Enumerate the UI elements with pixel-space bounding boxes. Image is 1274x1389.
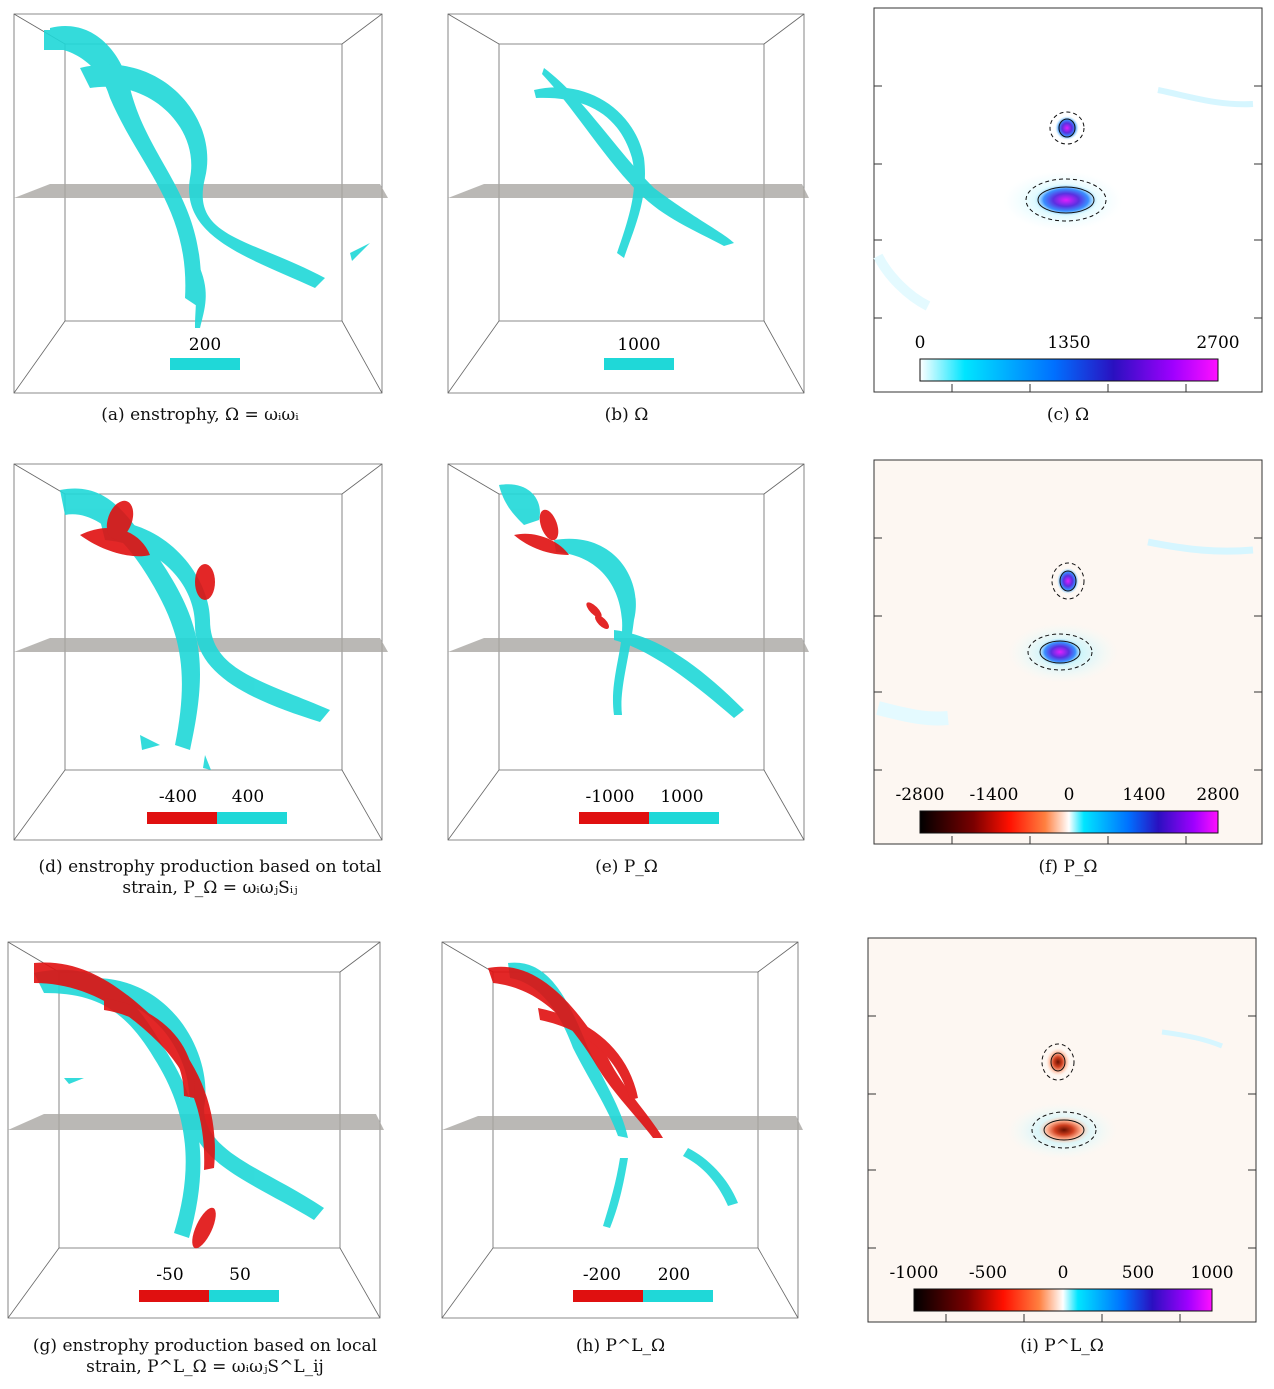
box-frame [441,941,799,1319]
colorbar-tick-label: -2800 [895,785,944,805]
scale-label: 200 [658,1265,690,1285]
box-frame [447,463,805,841]
vortex-core [1038,638,1082,666]
scale-bar [170,358,240,370]
colorbar-tick-label: 1400 [1122,785,1165,805]
scale-bar-negative [573,1290,643,1302]
vortex-core [1034,184,1098,216]
ticks [874,85,1262,392]
panel-h-production-local-strain: -200 200 [438,938,803,1323]
caption-b: (b) Ω [604,405,649,425]
scale-bar-negative [139,1290,209,1302]
scale-label: 1000 [660,787,703,807]
colorbar-tick-label: 2700 [1196,333,1239,353]
colorbar-tick-label: 1000 [1190,1263,1233,1283]
colorbar-tick-label: 500 [1122,1263,1154,1283]
scale-label: 400 [232,787,264,807]
panel-d-production-total-strain: -400 400 [10,460,390,845]
colorbar-tick-label: 0 [1058,1263,1069,1283]
scale-label: 1000 [617,335,660,355]
ticks [868,1015,1256,1322]
colorbar-tick-label: 1350 [1047,333,1090,353]
scale-bar [604,358,674,370]
vortex-core [1046,1048,1070,1076]
negative-production-regions [34,962,216,1249]
caption-f: (f) P_Ω [1038,857,1098,877]
caption-e: (e) P_Ω [595,857,658,877]
panel-e-production-total-strain: -1000 1000 [444,460,809,845]
panel-c-enstrophy-slice: 0 1350 2700 [868,6,1268,396]
colorbar-tick-label: -500 [969,1263,1007,1283]
ticks [874,537,1262,844]
panel-i-local-production-slice: -1000 -500 0 500 1000 [862,936,1262,1326]
vortex-tubes [34,969,324,1238]
caption-h: (h) P^L_Ω [575,1336,666,1356]
colorbar-tick-label: -1000 [889,1263,938,1283]
slice-plane [448,184,809,198]
colorbar [913,1288,1213,1312]
scale-label: 200 [189,335,221,355]
panel-a-enstrophy-isosurface: 200 [10,8,390,398]
scale-bar-positive [217,812,287,824]
colorbar [919,810,1219,834]
vortex-tubes [499,484,744,718]
negative-production-regions [488,966,663,1138]
colorbar-tick-label: 0 [915,333,926,353]
colorbar-tick-label: 0 [1064,785,1075,805]
negative-production-regions [514,509,609,629]
caption-a: (a) enstrophy, Ω = ωᵢωᵢ [101,405,299,425]
scale-bar-positive [649,812,719,824]
negative-production-regions [80,500,215,600]
colorbar [919,358,1219,382]
scale-bar-positive [209,1290,279,1302]
box-frame [447,13,805,394]
scale-label: -1000 [585,787,634,807]
panel-g-production-local-strain: -50 50 [4,938,388,1323]
vortex-tubes [534,68,734,258]
vortex-core [1038,1116,1090,1144]
colorbar-tick-label: -1400 [969,785,1018,805]
scale-bar-positive [643,1290,713,1302]
scale-label: -200 [583,1265,621,1285]
scale-bar-negative [579,812,649,824]
panel-f-production-slice: -2800 -1400 0 1400 2800 [868,458,1268,848]
box-frame [13,463,383,841]
colorbar-tick-label: 2800 [1196,785,1239,805]
scale-label: -400 [159,787,197,807]
caption-g: (g) enstrophy production based on local … [32,1336,378,1377]
caption-i: (i) P^L_Ω [1020,1336,1104,1356]
scale-label: -50 [156,1265,183,1285]
box-frame [13,13,383,394]
scale-label: 50 [229,1265,251,1285]
caption-c: (c) Ω [1046,405,1090,425]
scale-bar-negative [147,812,217,824]
caption-d: (d) enstrophy production based on total … [38,857,382,898]
vortex-tubes [44,26,370,328]
panel-b-enstrophy-isosurface: 1000 [444,8,809,398]
